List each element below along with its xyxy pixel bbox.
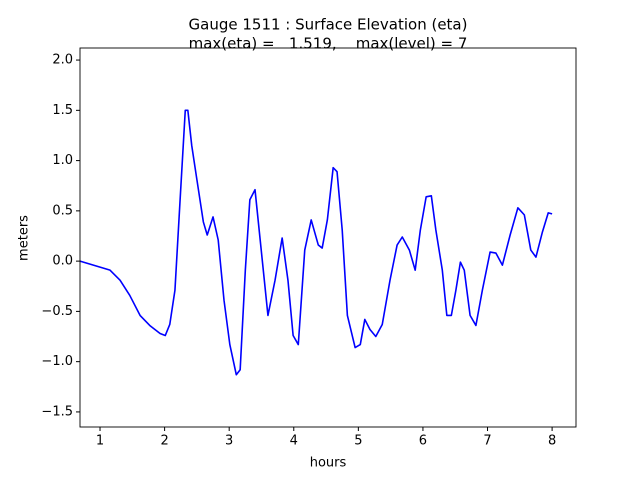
x-tick-label: 7	[483, 434, 491, 449]
chart-title: Gauge 1511 : Surface Elevation (eta)	[189, 16, 468, 34]
y-tick-label: 1.0	[52, 153, 73, 168]
data-line	[79, 109, 553, 376]
x-axis-label: hours	[310, 456, 347, 471]
y-tick-label: 0.0	[52, 254, 73, 269]
y-tick-label: 0.5	[52, 203, 73, 218]
y-tick-label: −1.0	[41, 354, 73, 369]
y-tick-label: 1.5	[52, 103, 73, 118]
plot-frame	[79, 47, 577, 428]
x-tick-label: 8	[548, 434, 556, 449]
chart-subtitle: max(eta) = 1.519, max(level) = 7	[189, 35, 468, 53]
x-tick-label: 1	[96, 434, 104, 449]
x-tick-label: 3	[225, 434, 233, 449]
y-axis-label: meters	[17, 215, 32, 261]
y-tick-label: −1.5	[41, 404, 73, 419]
x-tick-label: 4	[290, 434, 298, 449]
x-tick-label: 6	[419, 434, 427, 449]
x-tick-label: 5	[354, 434, 362, 449]
y-tick-label: −0.5	[41, 304, 73, 319]
x-tick-label: 2	[160, 434, 168, 449]
y-tick-label: 2.0	[52, 53, 73, 68]
